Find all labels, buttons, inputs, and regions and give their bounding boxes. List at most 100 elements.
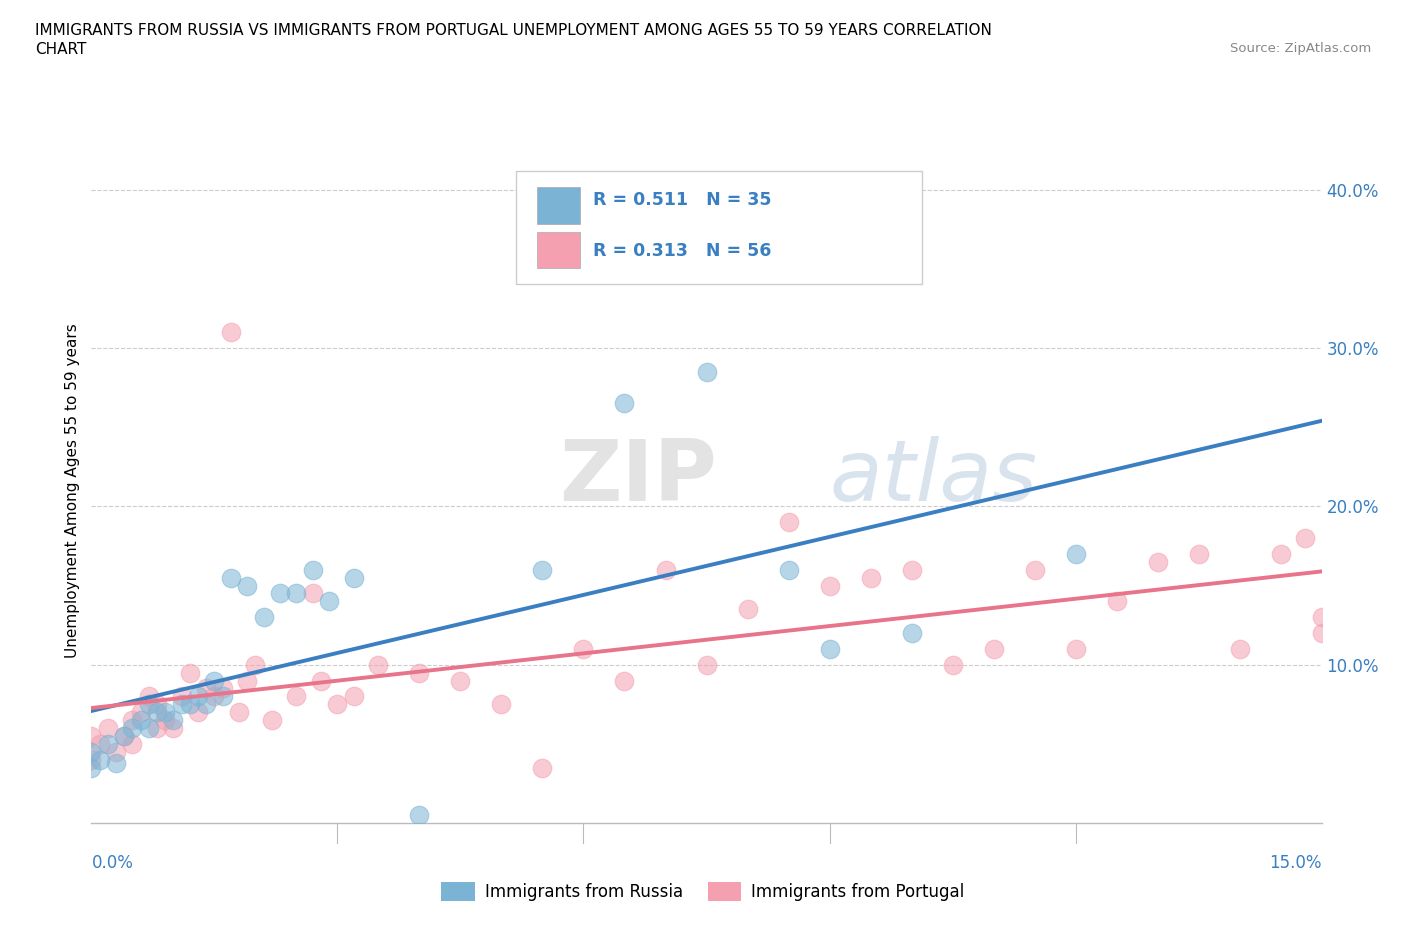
Point <box>318 594 340 609</box>
Point <box>253 610 276 625</box>
Point <box>859 570 882 585</box>
Point <box>737 602 759 617</box>
Point <box>211 681 233 696</box>
Point <box>408 665 430 680</box>
Text: ZIP: ZIP <box>558 436 717 519</box>
Point <box>778 515 800 530</box>
Point <box>112 728 135 743</box>
Point <box>818 642 841 657</box>
Point <box>179 697 201 711</box>
Text: 15.0%: 15.0% <box>1270 854 1322 872</box>
Point <box>236 673 259 688</box>
Point <box>301 563 323 578</box>
Point <box>195 681 218 696</box>
Point <box>129 712 152 727</box>
Point <box>105 755 127 770</box>
Point <box>1310 626 1333 641</box>
Point <box>170 697 193 711</box>
Point <box>613 396 636 411</box>
Point <box>97 737 120 751</box>
Point <box>179 665 201 680</box>
Point <box>301 586 323 601</box>
Point <box>153 712 177 727</box>
Point <box>80 752 103 767</box>
Point <box>1294 531 1316 546</box>
Point <box>112 728 135 743</box>
Point <box>309 673 332 688</box>
Legend: Immigrants from Russia, Immigrants from Portugal: Immigrants from Russia, Immigrants from … <box>434 876 972 908</box>
FancyBboxPatch shape <box>516 171 922 285</box>
Point <box>187 705 209 720</box>
Point <box>245 658 267 672</box>
Point <box>983 642 1005 657</box>
Point <box>162 712 184 727</box>
Point <box>89 752 111 767</box>
Point <box>219 325 242 339</box>
Point <box>695 365 717 379</box>
Point <box>105 744 127 759</box>
Text: R = 0.313   N = 56: R = 0.313 N = 56 <box>593 243 772 260</box>
Point <box>367 658 389 672</box>
Point <box>260 712 283 727</box>
Point <box>491 697 513 711</box>
Point <box>343 570 366 585</box>
Text: atlas: atlas <box>830 436 1038 519</box>
Point <box>211 689 233 704</box>
Point <box>170 689 193 704</box>
Point <box>1187 547 1209 562</box>
Text: Source: ZipAtlas.com: Source: ZipAtlas.com <box>1230 42 1371 55</box>
Text: CHART: CHART <box>35 42 87 57</box>
Point <box>1024 563 1046 578</box>
Point <box>326 697 349 711</box>
Text: R = 0.511   N = 35: R = 0.511 N = 35 <box>593 192 772 209</box>
Point <box>818 578 841 593</box>
Point <box>121 737 143 751</box>
Point <box>572 642 595 657</box>
Point <box>942 658 965 672</box>
Point <box>1064 547 1087 562</box>
Point <box>285 586 308 601</box>
Point <box>900 563 922 578</box>
Point <box>153 705 177 720</box>
Point <box>531 760 554 775</box>
FancyBboxPatch shape <box>537 232 579 269</box>
Point <box>531 563 554 578</box>
Point <box>654 563 676 578</box>
Point <box>269 586 291 601</box>
Point <box>80 744 103 759</box>
Point <box>449 673 471 688</box>
Point <box>613 673 636 688</box>
Point <box>285 689 308 704</box>
Point <box>1064 642 1087 657</box>
Point <box>202 673 225 688</box>
Point <box>900 626 922 641</box>
Point <box>695 658 717 672</box>
Point <box>80 728 103 743</box>
Point <box>138 689 160 704</box>
Text: IMMIGRANTS FROM RUSSIA VS IMMIGRANTS FROM PORTUGAL UNEMPLOYMENT AMONG AGES 55 TO: IMMIGRANTS FROM RUSSIA VS IMMIGRANTS FRO… <box>35 23 993 38</box>
Point <box>121 712 143 727</box>
Point <box>1270 547 1292 562</box>
Point <box>1229 642 1251 657</box>
Point <box>80 760 103 775</box>
Point <box>1105 594 1128 609</box>
Point <box>138 697 160 711</box>
Point <box>138 721 160 736</box>
Point <box>408 807 430 822</box>
Point <box>1146 554 1168 569</box>
Point <box>97 721 120 736</box>
Point <box>202 689 225 704</box>
Point <box>162 721 184 736</box>
Point <box>129 705 152 720</box>
Point <box>195 697 218 711</box>
Point <box>236 578 259 593</box>
Point <box>146 705 169 720</box>
Point <box>146 721 169 736</box>
Point <box>187 689 209 704</box>
Text: 0.0%: 0.0% <box>91 854 134 872</box>
Point <box>778 563 800 578</box>
Point <box>121 721 143 736</box>
Point <box>228 705 250 720</box>
FancyBboxPatch shape <box>537 187 579 223</box>
Point <box>1310 610 1333 625</box>
